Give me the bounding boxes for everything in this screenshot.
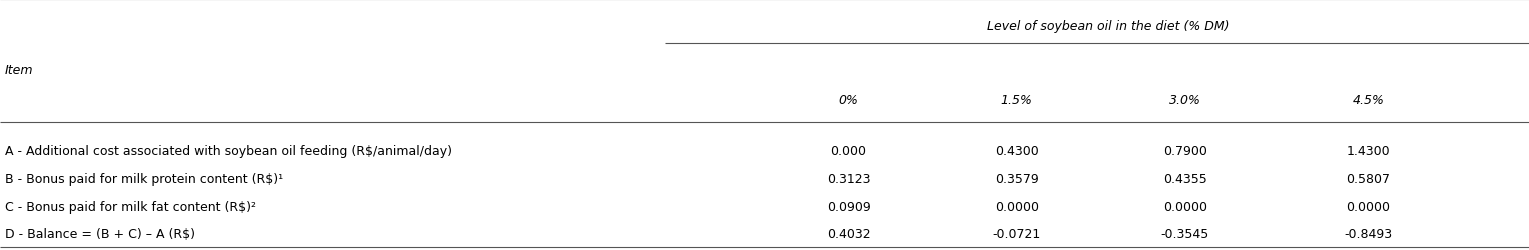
Text: 4.5%: 4.5% (1353, 94, 1384, 106)
Text: C - Bonus paid for milk fat content (R$)²: C - Bonus paid for milk fat content (R$)… (5, 200, 255, 213)
Text: 0.000: 0.000 (830, 145, 867, 158)
Text: -0.0721: -0.0721 (992, 227, 1041, 240)
Text: Level of soybean oil in the diet (% DM): Level of soybean oil in the diet (% DM) (988, 20, 1229, 33)
Text: 0.0909: 0.0909 (827, 200, 870, 213)
Text: 0.4355: 0.4355 (1164, 172, 1206, 185)
Text: 0.3123: 0.3123 (827, 172, 870, 185)
Text: A - Additional cost associated with soybean oil feeding (R$/animal/day): A - Additional cost associated with soyb… (5, 145, 451, 158)
Text: 0.4032: 0.4032 (827, 227, 870, 240)
Text: -0.8493: -0.8493 (1344, 227, 1393, 240)
Text: D - Balance = (B + C) – A (R$): D - Balance = (B + C) – A (R$) (5, 227, 194, 240)
Text: B - Bonus paid for milk protein content (R$)¹: B - Bonus paid for milk protein content … (5, 172, 283, 185)
Text: -0.3545: -0.3545 (1161, 227, 1209, 240)
Text: 0.7900: 0.7900 (1164, 145, 1206, 158)
Text: 0.0000: 0.0000 (1347, 200, 1390, 213)
Text: 0.0000: 0.0000 (995, 200, 1038, 213)
Text: 0.4300: 0.4300 (995, 145, 1038, 158)
Text: 0.5807: 0.5807 (1347, 172, 1390, 185)
Text: 1.4300: 1.4300 (1347, 145, 1390, 158)
Text: Item: Item (5, 64, 34, 76)
Text: 3.0%: 3.0% (1170, 94, 1200, 106)
Text: 0%: 0% (839, 94, 858, 106)
Text: 1.5%: 1.5% (1001, 94, 1032, 106)
Text: 0.3579: 0.3579 (995, 172, 1038, 185)
Text: 0.0000: 0.0000 (1164, 200, 1206, 213)
